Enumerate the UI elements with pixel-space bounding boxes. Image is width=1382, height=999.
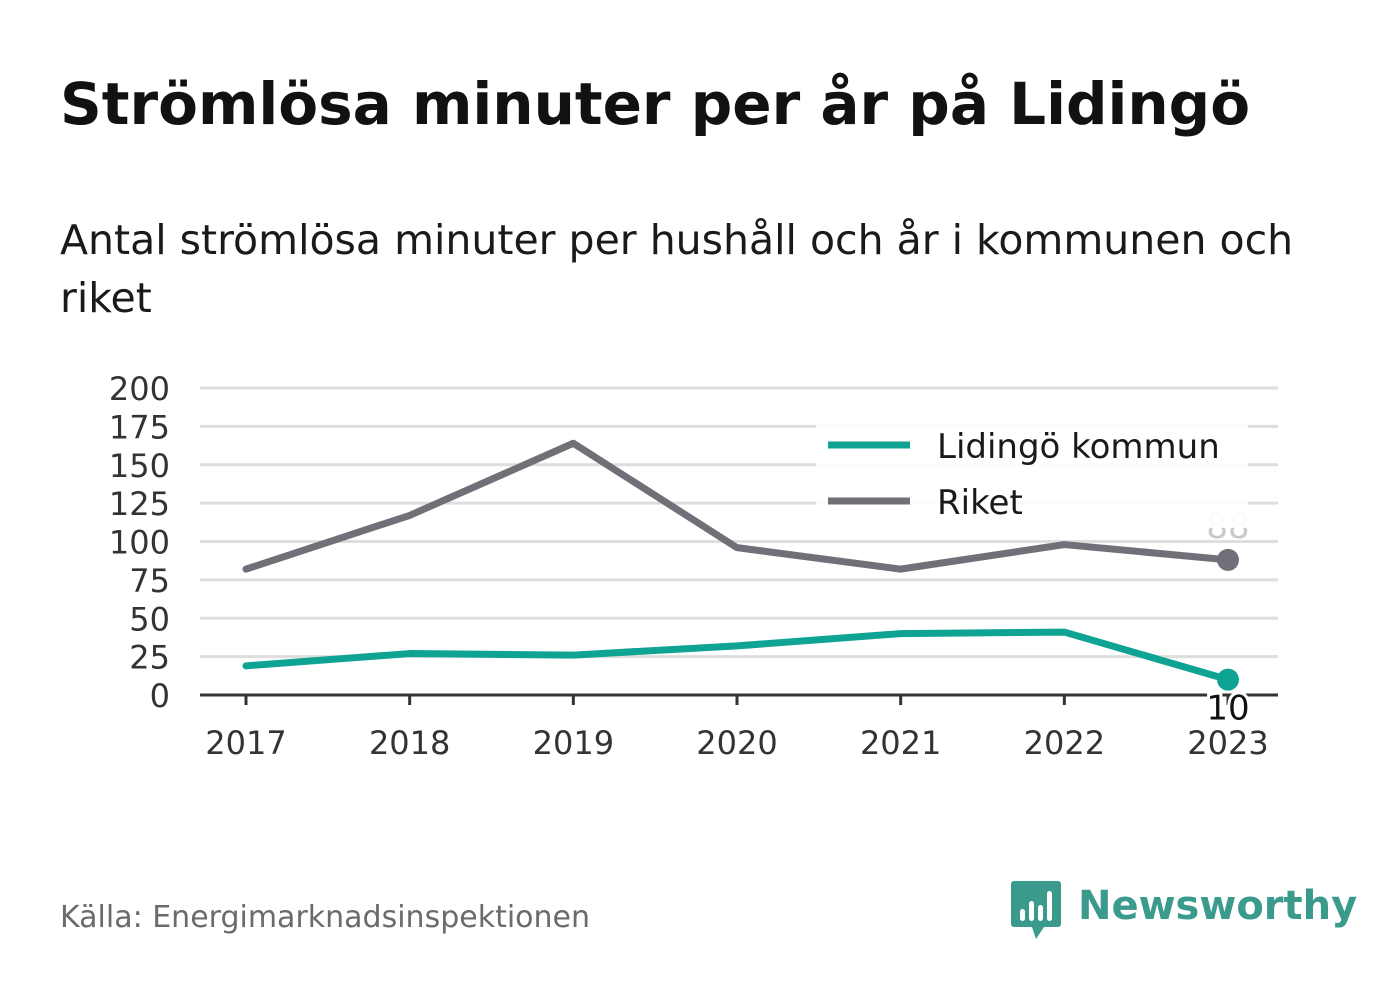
legend: Lidingö kommun Riket [816, 420, 1248, 528]
series-line [242, 439, 1232, 573]
chart-subtitle: Antal strömlösa minuter per hushåll och … [60, 216, 1294, 322]
brand-name: Newsworthy [1078, 883, 1358, 929]
source-note: Källa: Energimarknadsinspektionen [60, 900, 591, 935]
y-tick-label: 125 [109, 485, 170, 523]
y-tick-label: 25 [129, 639, 170, 677]
legend-label: Riket [937, 483, 1023, 523]
x-tick-label: 2020 [696, 724, 777, 762]
series-end-point [1217, 668, 1239, 691]
series-end-point [1217, 548, 1239, 571]
newsworthy-brand[interactable]: Newsworthy [1010, 878, 1357, 942]
y-tick-label: 200 [109, 370, 170, 408]
x-tick-label: 2021 [860, 724, 941, 762]
x-tick-label: 2019 [533, 724, 614, 762]
legend-background [816, 420, 1248, 528]
y-tick-label: 75 [129, 562, 170, 600]
chart-title: Strömlösa minuter per år på Lidingö [60, 70, 1251, 138]
series-line [242, 628, 1232, 684]
x-axis: 2017 2018 2019 2020 2021 2022 2023 [200, 693, 1278, 762]
newsworthy-logo-icon [1011, 881, 1061, 939]
y-tick-label: 50 [129, 600, 170, 638]
legend-label: Lidingö kommun [937, 427, 1220, 467]
x-tick-label: 2023 [1187, 724, 1268, 762]
x-tick-label: 2018 [369, 724, 450, 762]
x-tick-label: 2022 [1024, 724, 1105, 762]
y-tick-label: 175 [109, 408, 170, 446]
y-tick-label: 100 [109, 524, 170, 562]
series-lines [242, 439, 1232, 684]
x-tick-label: 2017 [205, 724, 286, 762]
end-value-label: 10 [1206, 689, 1249, 729]
y-tick-label: 150 [109, 447, 170, 485]
y-tick-label: 0 [150, 677, 170, 715]
